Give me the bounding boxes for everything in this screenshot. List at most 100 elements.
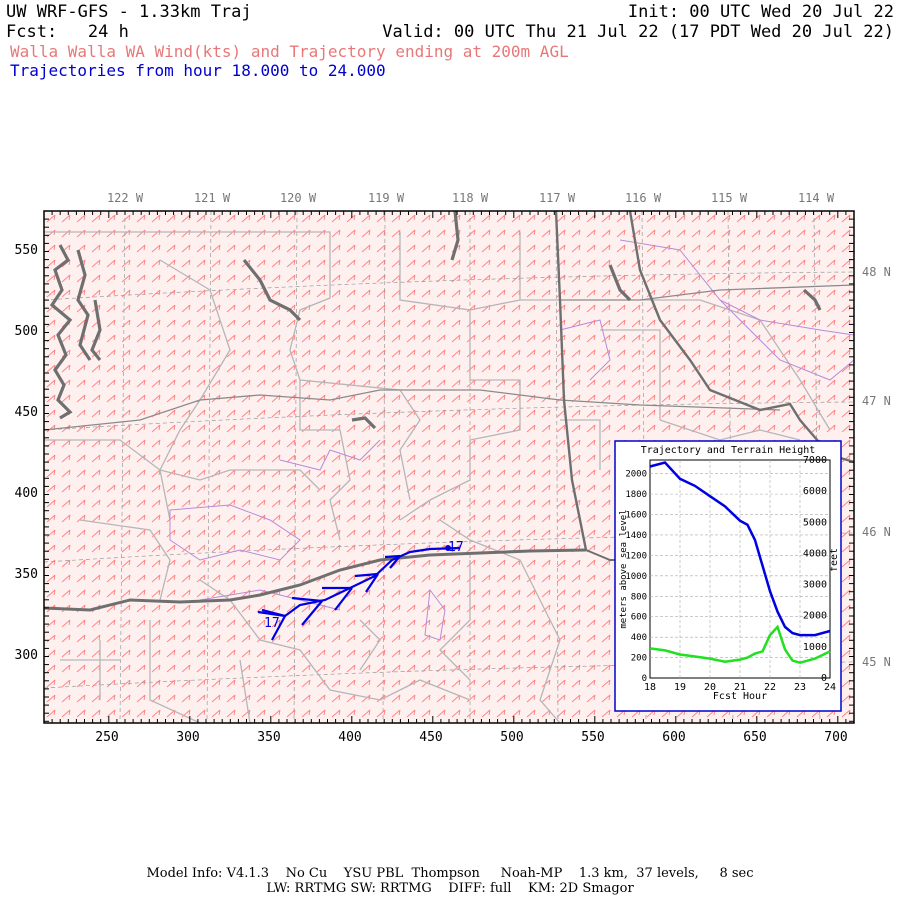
x-tick-300: 300 [176, 730, 199, 745]
inset-chart: Trajectory and Terrain Height 18 19 20 21 22… [614, 440, 842, 712]
lon-label-115w: 115 W [711, 191, 748, 205]
inset-y-right-tick-labels: 0 1000 2000 3000 4000 5000 6000 7000 [803, 455, 827, 684]
lon-label-116w: 116 W [625, 191, 662, 205]
y-tick-300: 300 [15, 648, 38, 663]
inset-y-tick: 600 [631, 613, 647, 623]
inset-series-lines [649, 461, 831, 664]
valid-time: Valid: 00 UTC Thu 21 Jul 22 (17 PDT Wed … [382, 22, 894, 42]
y-tick-400: 400 [15, 486, 38, 501]
inset-y2-tick: 6000 [803, 486, 827, 497]
x-tick-400: 400 [338, 730, 361, 745]
inset-y-tick: 1000 [625, 572, 647, 582]
y-tick-450: 450 [15, 405, 38, 420]
lon-label-117w: 117 W [539, 191, 576, 205]
inset-y-tick: 200 [631, 654, 647, 664]
inset-y-tick: 1600 [625, 511, 647, 521]
parallel-48n [44, 271, 854, 301]
inset-x-tick: 19 [674, 682, 686, 693]
lat-label-46n: 46 N [862, 525, 891, 539]
trajectory-hours: Trajectories from hour 18.000 to 24.000 [10, 61, 386, 80]
map-subtitle: Walla Walla WA Wind(kts) and Trajectory … [10, 42, 569, 61]
forecast-label: Fcst: [6, 22, 58, 42]
model-info-line1: Model Info: V4.1.3 No Cu YSU PBL Thompso… [146, 866, 754, 881]
watershed-outlines [169, 239, 854, 641]
major-roads [44, 284, 854, 431]
inset-x-tick: 18 [644, 682, 656, 693]
forecast-hour: Fcst: 24 h [6, 22, 129, 42]
trajectory-barb-5 [384, 554, 401, 569]
inset-y2-tick: 2000 [803, 611, 827, 622]
trajectory-barb-3 [322, 586, 353, 611]
inset-x-tick: 22 [764, 682, 776, 693]
grid-y-labels: 550 500 450 400 350 300 [15, 243, 38, 663]
terrain-height-line [649, 624, 831, 664]
x-tick-700: 700 [824, 730, 847, 745]
meridian-116w [641, 211, 647, 723]
inset-y-left-tick-labels: 0 200 400 600 800 1000 1200 1400 1600 1800 2000 [625, 470, 647, 684]
inset-y2-tick: 4000 [803, 548, 827, 559]
county-boundaries [44, 231, 831, 723]
inset-y2-tick: 0 [821, 673, 827, 684]
inset-y-tick: 1800 [625, 490, 647, 500]
trajectory-path [257, 546, 461, 618]
latitude-labels: 48 N 47 N 46 N 45 N [862, 265, 891, 669]
inset-x-tick: 20 [704, 682, 716, 693]
meridian-120w [293, 211, 298, 723]
lon-label-118w: 118 W [452, 191, 489, 205]
model-title: UW WRF-GFS - 1.33km Traj [6, 2, 252, 22]
wa-id-state-line [554, 211, 588, 551]
puget-sound-coast [49, 211, 822, 430]
lat-label-47n: 47 N [862, 394, 891, 408]
y-tick-500: 500 [15, 324, 38, 339]
inset-x-tick-labels: 18 19 20 21 22 23 24 [644, 682, 836, 693]
meridian-119w [382, 211, 386, 723]
snake-river [628, 211, 854, 464]
inset-x-tick: 21 [734, 682, 746, 693]
inset-y-tick: 1400 [625, 531, 647, 541]
lat-label-45n: 45 N [862, 655, 891, 669]
inset-ylabel-left: meters above sea level [619, 509, 629, 628]
longitude-labels: 122 W 121 W 120 W 119 W 118 W 117 W 116 … [107, 191, 835, 205]
trajectory-barb-2 [291, 596, 323, 626]
trajectory-end-label: 17 [448, 540, 464, 555]
inset-y-tick: 400 [631, 633, 647, 643]
grid-x-labels: 250 300 350 400 450 500 550 600 650 700 [95, 730, 847, 745]
init-time: Init: 00 UTC Wed 20 Jul 22 [627, 2, 894, 22]
lon-label-114w: 114 W [798, 191, 835, 205]
inset-y2-tick: 7000 [803, 455, 827, 466]
inset-ylabel-right: feet [829, 548, 840, 572]
meridian-115w [727, 211, 734, 723]
y-tick-350: 350 [15, 567, 38, 582]
y-tick-550: 550 [15, 243, 38, 258]
trajectory-barb-1 [261, 608, 286, 641]
x-tick-450: 450 [419, 730, 442, 745]
trajectory-end-marker [445, 545, 451, 551]
columbia-river [44, 548, 587, 612]
inset-y2-tick: 5000 [803, 517, 827, 528]
x-tick-600: 600 [662, 730, 685, 745]
inset-y2-tick: 1000 [803, 642, 827, 653]
lon-label-122w: 122 W [107, 191, 144, 205]
lon-label-119w: 119 W [368, 191, 405, 205]
trajectory-start-label: 17 [264, 616, 280, 631]
meridian-121w [206, 211, 212, 723]
lat-label-48n: 48 N [862, 265, 891, 279]
map-tick-marks [43, 210, 854, 723]
inset-title: Trajectory and Terrain Height [641, 445, 816, 456]
inset-y-tick: 0 [642, 674, 647, 684]
parallel-47n [44, 401, 854, 431]
inset-x-tick: 24 [824, 682, 836, 693]
inset-y-tick: 800 [631, 592, 647, 602]
inset-y-tick: 2000 [625, 470, 647, 480]
inset-y2-tick: 3000 [803, 580, 827, 591]
meridian-122w [119, 211, 126, 723]
x-tick-500: 500 [500, 730, 523, 745]
x-tick-650: 650 [743, 730, 766, 745]
inset-gridlines [650, 460, 830, 678]
forecast-value: 24 h [87, 22, 129, 42]
trajectory [257, 546, 461, 641]
lon-label-120w: 120 W [280, 191, 317, 205]
lon-label-121w: 121 W [194, 191, 231, 205]
trajectory-height-line [649, 461, 831, 637]
